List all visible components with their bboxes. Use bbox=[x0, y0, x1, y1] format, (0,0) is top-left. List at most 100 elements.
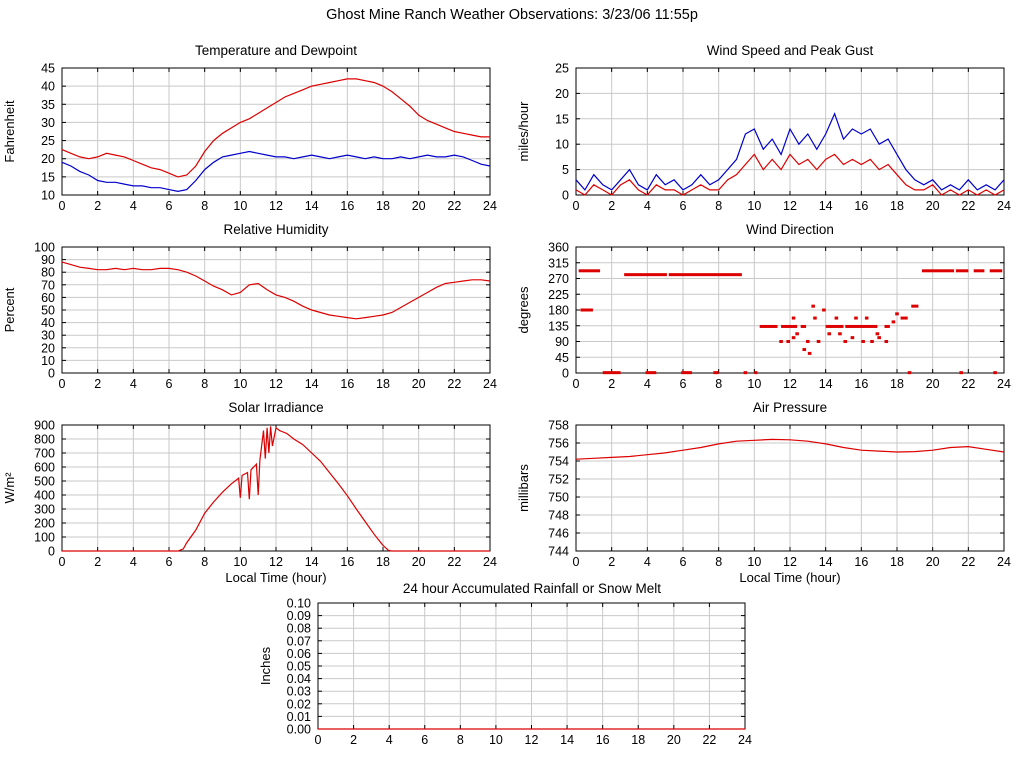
winddirection-plot-group: 0 2 4 6 8 10 12 14 16 18 20 22 240459013518022527031… bbox=[516, 241, 1011, 392]
svg-text:10: 10 bbox=[555, 138, 569, 152]
svg-text:10: 10 bbox=[233, 555, 247, 569]
svg-text:8: 8 bbox=[201, 377, 208, 391]
svg-text:60: 60 bbox=[41, 291, 55, 305]
svg-text:22: 22 bbox=[702, 733, 716, 747]
svg-text:16: 16 bbox=[854, 377, 868, 391]
chart-title-humidity: Relative Humidity bbox=[223, 222, 329, 237]
svg-text:2: 2 bbox=[94, 199, 101, 213]
svg-text:2: 2 bbox=[94, 555, 101, 569]
windspeed-chart-plot: 0 2 4 6 8 10 12 14 16 18 20 22 240510152025miles/hou… bbox=[516, 62, 1011, 214]
svg-text:6: 6 bbox=[680, 377, 687, 391]
svg-text:8: 8 bbox=[457, 733, 464, 747]
solar-plot-group: 0 2 4 6 8 10 12 14 16 18 20 22 240100200300400500600… bbox=[2, 419, 497, 586]
svg-text:14: 14 bbox=[305, 199, 319, 213]
svg-text:135: 135 bbox=[548, 319, 569, 333]
winddirection-chart-plot: 0 2 4 6 8 10 12 14 16 18 20 22 240459013518022527031… bbox=[516, 241, 1011, 392]
solar-chart-plot: 0 2 4 6 8 10 12 14 16 18 20 22 240100200300400500600… bbox=[2, 419, 497, 586]
svg-text:10: 10 bbox=[747, 377, 761, 391]
pressure-plot-group: 0 2 4 6 8 10 12 14 16 18 20 22 247447467487507527547… bbox=[516, 419, 1011, 586]
winddir-segment bbox=[791, 316, 796, 320]
svg-text:2: 2 bbox=[608, 555, 615, 569]
chart-title-rainfall: 24 hour Accumulated Rainfall or Snow Mel… bbox=[402, 581, 662, 596]
svg-text:40: 40 bbox=[41, 316, 55, 330]
winddir-segment bbox=[681, 371, 692, 375]
winddir-segment bbox=[578, 269, 601, 273]
svg-text:22: 22 bbox=[447, 199, 461, 213]
svg-text:4: 4 bbox=[130, 555, 137, 569]
svg-text:22: 22 bbox=[447, 555, 461, 569]
temperature-y-axis-label: Fahrenheit bbox=[2, 100, 17, 163]
svg-text:20: 20 bbox=[555, 87, 569, 101]
winddir-segment bbox=[993, 371, 997, 375]
svg-text:700: 700 bbox=[34, 447, 55, 461]
winddir-point bbox=[850, 336, 855, 340]
pressure-y-axis-label: millibars bbox=[516, 464, 531, 512]
winddir-segment bbox=[911, 304, 919, 308]
winddir-point bbox=[822, 308, 826, 312]
winddir-segment bbox=[900, 316, 908, 320]
chart-title-solar: Solar Irradiance bbox=[228, 400, 324, 415]
svg-text:30: 30 bbox=[41, 116, 55, 130]
svg-text:754: 754 bbox=[548, 455, 569, 469]
winddir-point bbox=[870, 340, 874, 343]
svg-text:756: 756 bbox=[548, 437, 569, 451]
winddir-point bbox=[786, 340, 791, 343]
svg-text:16: 16 bbox=[340, 377, 354, 391]
chart-solar-irradiance: Solar Irradiance 0 2 4 6 8 10 12 14 16 18 20 22 24 0 1… bbox=[0, 397, 512, 597]
winddir-segment bbox=[781, 324, 798, 328]
svg-text:30: 30 bbox=[41, 329, 55, 343]
svg-text:0.03: 0.03 bbox=[287, 685, 311, 699]
svg-text:20: 20 bbox=[667, 733, 681, 747]
winddir-segment bbox=[759, 324, 778, 328]
svg-text:20: 20 bbox=[926, 555, 940, 569]
svg-text:24: 24 bbox=[483, 555, 497, 569]
svg-text:15: 15 bbox=[41, 170, 55, 184]
rainfall-plot-group: 0 2 4 6 8 10 12 14 16 18 20 22 240.000.010.020.030.0… bbox=[258, 597, 752, 748]
rainfall-chart-plot: 0 2 4 6 8 10 12 14 16 18 20 22 240.000.010.020.030.0… bbox=[258, 597, 752, 748]
svg-text:360: 360 bbox=[548, 241, 569, 255]
winddir-segment bbox=[602, 371, 621, 375]
chart-title-pressure: Air Pressure bbox=[752, 400, 828, 415]
svg-text:45: 45 bbox=[555, 351, 569, 365]
svg-text:0: 0 bbox=[562, 367, 569, 381]
svg-text:20: 20 bbox=[926, 377, 940, 391]
winddir-segment bbox=[921, 269, 955, 273]
svg-text:18: 18 bbox=[376, 377, 390, 391]
series-relative-humidity bbox=[61, 261, 491, 320]
svg-text:8: 8 bbox=[201, 199, 208, 213]
winddir-point bbox=[816, 340, 821, 343]
winddir-segment bbox=[884, 324, 890, 328]
winddir-point bbox=[806, 340, 810, 343]
page-title: Ghost Mine Ranch Weather Observations: 3… bbox=[326, 7, 698, 23]
svg-text:8: 8 bbox=[201, 555, 208, 569]
svg-text:16: 16 bbox=[854, 199, 868, 213]
svg-text:10: 10 bbox=[747, 555, 761, 569]
series-dewpoint bbox=[61, 150, 491, 193]
temperature-chart-plot: 0 2 4 6 8 10 12 14 16 18 20 22 241015202530354045Fah… bbox=[2, 62, 497, 214]
svg-text:0.09: 0.09 bbox=[287, 609, 311, 623]
svg-text:0.06: 0.06 bbox=[287, 647, 311, 661]
svg-text:22: 22 bbox=[961, 377, 975, 391]
svg-text:18: 18 bbox=[376, 555, 390, 569]
svg-text:0: 0 bbox=[315, 733, 322, 747]
svg-text:0.07: 0.07 bbox=[287, 634, 311, 648]
svg-text:0: 0 bbox=[48, 545, 55, 559]
svg-text:270: 270 bbox=[548, 272, 569, 286]
svg-text:12: 12 bbox=[269, 377, 283, 391]
winddir-point bbox=[802, 348, 807, 352]
svg-text:0: 0 bbox=[59, 555, 66, 569]
svg-text:22: 22 bbox=[961, 199, 975, 213]
svg-text:40: 40 bbox=[41, 80, 55, 94]
svg-text:2: 2 bbox=[94, 377, 101, 391]
series-wind-speed bbox=[575, 153, 1005, 196]
solar-x-axis-label: Local Time (hour) bbox=[225, 570, 326, 585]
svg-text:20: 20 bbox=[412, 555, 426, 569]
svg-text:18: 18 bbox=[890, 199, 904, 213]
svg-text:500: 500 bbox=[34, 475, 55, 489]
svg-text:225: 225 bbox=[548, 288, 569, 302]
svg-text:24: 24 bbox=[483, 199, 497, 213]
winddir-point bbox=[861, 340, 865, 343]
chart-accumulated-rainfall: 24 hour Accumulated Rainfall or Snow Mel… bbox=[256, 578, 768, 760]
winddir-segment bbox=[973, 269, 985, 273]
winddir-segment bbox=[955, 269, 969, 273]
